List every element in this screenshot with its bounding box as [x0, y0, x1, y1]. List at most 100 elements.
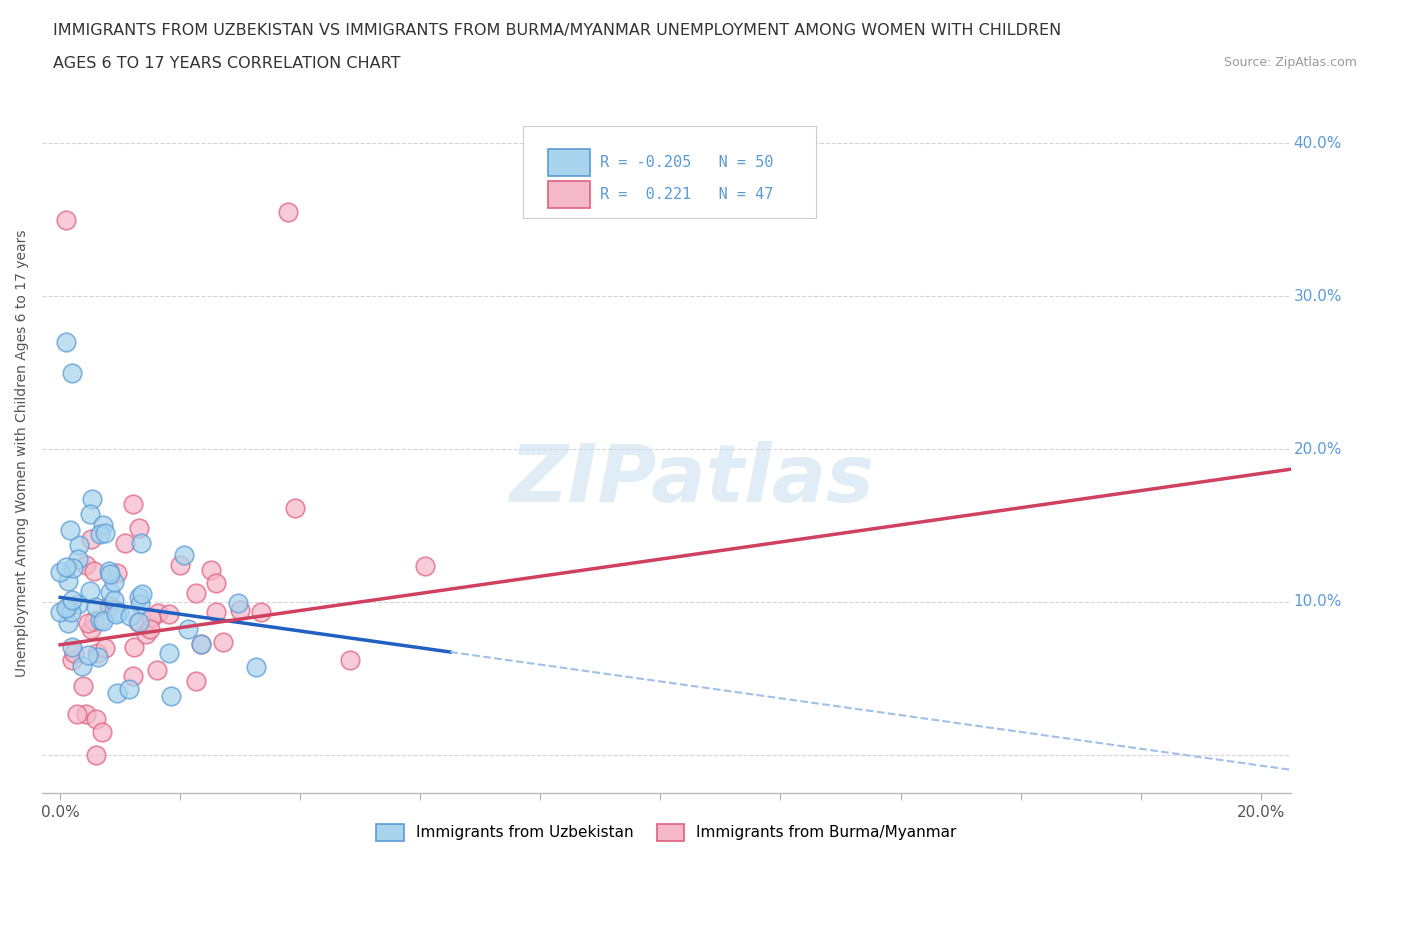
Text: 30.0%: 30.0% [1294, 288, 1343, 303]
Point [190, 636, 212, 651]
Point [103, 593, 125, 608]
Point [83, 564, 105, 578]
Point [56, 615, 79, 630]
Point [63, 645, 86, 660]
Point [159, 646, 181, 661]
Text: ZIPatlas: ZIPatlas [509, 441, 875, 519]
Point [55, 212, 77, 227]
Point [105, 685, 128, 700]
Point [75, 707, 97, 722]
Point [56, 600, 79, 615]
Point [49, 565, 72, 579]
Point [89, 526, 111, 541]
Point [131, 586, 153, 601]
Point [184, 673, 207, 688]
Text: IMMIGRANTS FROM UZBEKISTAN VS IMMIGRANTS FROM BURMA/MYANMAR UNEMPLOYMENT AMONG W: IMMIGRANTS FROM UZBEKISTAN VS IMMIGRANTS… [53, 23, 1062, 38]
FancyBboxPatch shape [548, 180, 591, 208]
Point [70, 658, 93, 673]
Point [86, 645, 108, 660]
Text: Source: ZipAtlas.com: Source: ZipAtlas.com [1223, 56, 1357, 69]
Point [80, 491, 103, 506]
Point [103, 575, 125, 590]
Point [77, 648, 100, 663]
Point [200, 563, 222, 578]
Point [100, 567, 122, 582]
Point [277, 205, 299, 219]
Point [98, 585, 121, 600]
Point [146, 663, 169, 678]
Point [55, 335, 77, 350]
Text: AGES 6 TO 17 YEARS CORRELATION CHART: AGES 6 TO 17 YEARS CORRELATION CHART [53, 56, 401, 71]
Point [114, 536, 136, 551]
Point [169, 558, 191, 573]
Point [55, 560, 77, 575]
Point [413, 558, 436, 573]
Point [245, 659, 267, 674]
Legend: Immigrants from Uzbekistan, Immigrants from Burma/Myanmar: Immigrants from Uzbekistan, Immigrants f… [370, 817, 963, 846]
Text: 10.0%: 10.0% [1294, 594, 1343, 609]
Point [122, 497, 145, 512]
Point [60, 592, 83, 607]
Point [62, 561, 84, 576]
Point [141, 611, 163, 626]
Point [129, 596, 152, 611]
Text: 40.0%: 40.0% [1294, 136, 1343, 151]
Point [60, 640, 83, 655]
Text: 20.0%: 20.0% [1294, 442, 1343, 457]
Point [66, 597, 89, 612]
Point [49, 604, 72, 619]
Point [120, 609, 142, 624]
Point [118, 681, 141, 696]
Point [157, 606, 180, 621]
Point [59, 604, 82, 619]
Point [86, 650, 108, 665]
Point [135, 627, 157, 642]
Point [204, 576, 226, 591]
Point [94, 641, 117, 656]
FancyBboxPatch shape [548, 149, 591, 176]
Point [56, 574, 79, 589]
Point [190, 637, 212, 652]
Y-axis label: Unemployment Among Women with Children Ages 6 to 17 years: Unemployment Among Women with Children A… [15, 229, 30, 677]
Point [93, 518, 115, 533]
Point [108, 604, 131, 619]
Point [98, 598, 121, 613]
Point [90, 724, 112, 739]
Point [122, 640, 145, 655]
Point [121, 669, 143, 684]
Point [79, 507, 101, 522]
Point [127, 615, 149, 630]
Point [339, 652, 361, 667]
Point [93, 614, 115, 629]
Point [84, 600, 107, 615]
Point [80, 621, 103, 636]
Point [55, 601, 77, 616]
Point [66, 707, 89, 722]
Point [98, 599, 121, 614]
Point [59, 523, 82, 538]
Point [105, 565, 128, 580]
Point [98, 563, 121, 578]
Point [66, 551, 89, 566]
Point [128, 590, 150, 604]
Point [75, 558, 97, 573]
Point [128, 615, 150, 630]
Point [205, 604, 228, 619]
Point [173, 548, 195, 563]
Point [94, 526, 117, 541]
Point [186, 586, 208, 601]
Point [146, 605, 169, 620]
Point [67, 538, 90, 552]
Point [79, 583, 101, 598]
Point [129, 536, 152, 551]
Point [249, 604, 271, 619]
Point [60, 652, 83, 667]
Point [76, 615, 98, 630]
Point [79, 532, 101, 547]
Text: R = -0.205   N = 50: R = -0.205 N = 50 [600, 154, 773, 170]
Point [160, 688, 183, 703]
Point [60, 365, 83, 380]
FancyBboxPatch shape [523, 126, 817, 219]
Point [128, 520, 150, 535]
Point [83, 614, 105, 629]
